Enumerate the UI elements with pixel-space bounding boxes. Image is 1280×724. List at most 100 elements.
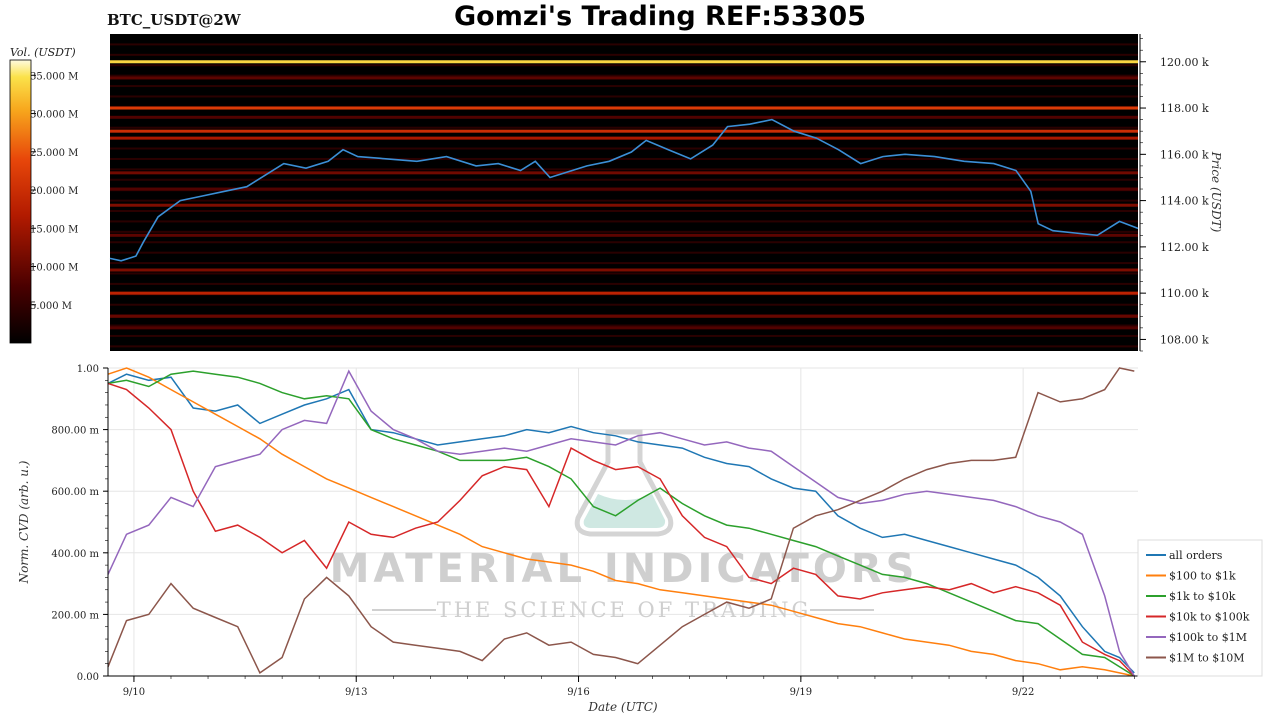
cvd-y-ticks: 0.00 200.00 m 400.00 m 600.00 m 800.00 m 1.00: [51, 364, 108, 683]
heatmap-band: [110, 303, 1138, 306]
colorbar-tick-label: 25.000 M: [30, 148, 78, 159]
cvd-y-axis-label: Norm. CVD (arb. u.): [17, 460, 31, 584]
symbol-label: BTC_USDT@2W: [107, 11, 242, 29]
heatmap-level: [110, 60, 1138, 64]
cvd-series-line: [107, 373, 1135, 674]
heatmap-band: [110, 272, 1138, 275]
heatmap-level: [110, 326, 1138, 330]
heatmap-band: [110, 74, 1138, 77]
price-axis-label: Price (USDT): [1209, 151, 1223, 233]
cvd-x-tick-label: 9/19: [790, 687, 812, 698]
legend-box: [1137, 539, 1263, 677]
heatmap-band: [110, 241, 1138, 244]
price-axis: 108.00 k 110.00 k 112.00 k 114.00 k 116.00 k…: [1139, 34, 1209, 352]
chart-title: Gomzi's Trading REF:53305: [454, 1, 866, 32]
cvd-series-line: [107, 382, 1135, 677]
price-tick-label: 116.00 k: [1160, 148, 1209, 161]
price-tick-label: 120.00 k: [1160, 56, 1209, 69]
heatmap-band: [110, 220, 1138, 223]
heatmap-cells: [110, 43, 1138, 348]
legend: all orders $100 to $1k $1k to $10k $10k to …: [1137, 539, 1263, 677]
cvd-x-ticks: 9/10 9/13 9/16 9/19 9/22: [123, 676, 1135, 698]
cvd-y-tick-label: 0.00: [77, 672, 99, 683]
colorbar-tick-label: 10.000 M: [30, 263, 78, 274]
legend-label: $100k to $1M: [1169, 631, 1247, 644]
heatmap-band: [110, 147, 1138, 150]
colorbar: [9, 59, 32, 344]
price-tick-label: 118.00 k: [1160, 102, 1209, 115]
heatmap-background: [110, 34, 1138, 351]
cvd-series-line: [107, 369, 1135, 677]
cvd-x-tick-label: 9/16: [567, 687, 589, 698]
legend-label: $10k to $100k: [1169, 611, 1250, 624]
heatmap-level: [110, 115, 1138, 119]
heatmap-band: [110, 178, 1138, 181]
heatmap-level: [110, 233, 1138, 237]
cvd-lines: [107, 367, 1135, 677]
heatmap-band: [110, 324, 1138, 327]
legend-label: $1M to $10M: [1169, 652, 1245, 665]
legend-items: all orders $100 to $1k $1k to $10k $10k to …: [1146, 549, 1250, 665]
heatmap-band: [110, 95, 1138, 98]
heatmap-band: [110, 43, 1138, 46]
cvd-x-tick-label: 9/22: [1012, 687, 1034, 698]
heatmap-level: [110, 136, 1138, 140]
heatmap-level: [110, 76, 1138, 80]
heatmap-band: [110, 345, 1138, 348]
heatmap-band: [110, 199, 1138, 202]
heatmap-band: [110, 334, 1138, 337]
watermark: MATERIAL INDICATORS THE SCIENCE OF TRADI…: [330, 429, 919, 622]
cvd-x-axis-label: Date (UTC): [587, 700, 657, 714]
flask-icon: [574, 429, 674, 537]
heatmap-band: [110, 230, 1138, 233]
heatmap-band: [110, 251, 1138, 254]
cvd-series-line: [107, 367, 1135, 675]
cvd-y-tick-label: 400.00 m: [51, 549, 99, 560]
heatmap-band: [110, 157, 1138, 160]
price-tick-label: 108.00 k: [1160, 333, 1209, 346]
colorbar-tick-label: 20.000 M: [30, 186, 78, 197]
heatmap-band: [110, 168, 1138, 171]
heatmap-level: [110, 268, 1138, 272]
heatmap-panel: [109, 34, 1139, 351]
cvd-y-tick-label: 1.00: [77, 364, 99, 375]
heatmap-band: [110, 126, 1138, 129]
flask-liquid-icon: [583, 494, 666, 528]
price-tick-label: 114.00 k: [1160, 195, 1209, 208]
heatmap-band: [110, 85, 1138, 88]
colorbar-ticks: 35.000 M 30.000 M 25.000 M 20.000 M 15.000 M…: [30, 71, 78, 311]
heatmap-band: [110, 64, 1138, 67]
colorbar-label: Vol. (USDT): [10, 46, 76, 59]
heatmap-band: [110, 282, 1138, 285]
cvd-x-tick-label: 9/13: [345, 687, 367, 698]
legend-label: $1k to $10k: [1169, 590, 1236, 603]
legend-label: all orders: [1169, 549, 1223, 562]
heatmap-level: [110, 291, 1138, 295]
price-line: [109, 118, 1139, 262]
colorbar-tick-label: 30.000 M: [30, 110, 78, 121]
cvd-panel: MATERIAL INDICATORS THE SCIENCE OF TRADI…: [51, 364, 1138, 698]
heatmap-level: [110, 129, 1138, 133]
heatmap-band: [110, 53, 1138, 56]
cvd-y-tick-label: 800.00 m: [51, 426, 99, 437]
heatmap-level: [110, 171, 1138, 175]
colorbar-tick-label: 15.000 M: [30, 224, 78, 235]
cvd-x-tick-label: 9/10: [123, 687, 145, 698]
price-tick-label: 110.00 k: [1160, 287, 1209, 300]
watermark-title: MATERIAL INDICATORS: [330, 546, 919, 592]
legend-label: $100 to $1k: [1169, 570, 1236, 583]
cvd-y-tick-label: 600.00 m: [51, 487, 99, 498]
price-tick-label: 112.00 k: [1160, 241, 1209, 254]
heatmap-level: [110, 314, 1138, 318]
heatmap-band: [110, 210, 1138, 213]
cvd-series-line: [107, 370, 1135, 677]
colorbar-tick-label: 35.000 M: [30, 71, 78, 82]
cvd-y-tick-label: 200.00 m: [51, 610, 99, 621]
colorbar-tick-label: 5.000 M: [30, 301, 72, 312]
heatmap-level: [110, 203, 1138, 207]
watermark-subtitle: THE SCIENCE OF TRADING: [437, 598, 812, 622]
cvd-series-line: [107, 367, 1135, 677]
heatmap-level: [110, 106, 1138, 110]
